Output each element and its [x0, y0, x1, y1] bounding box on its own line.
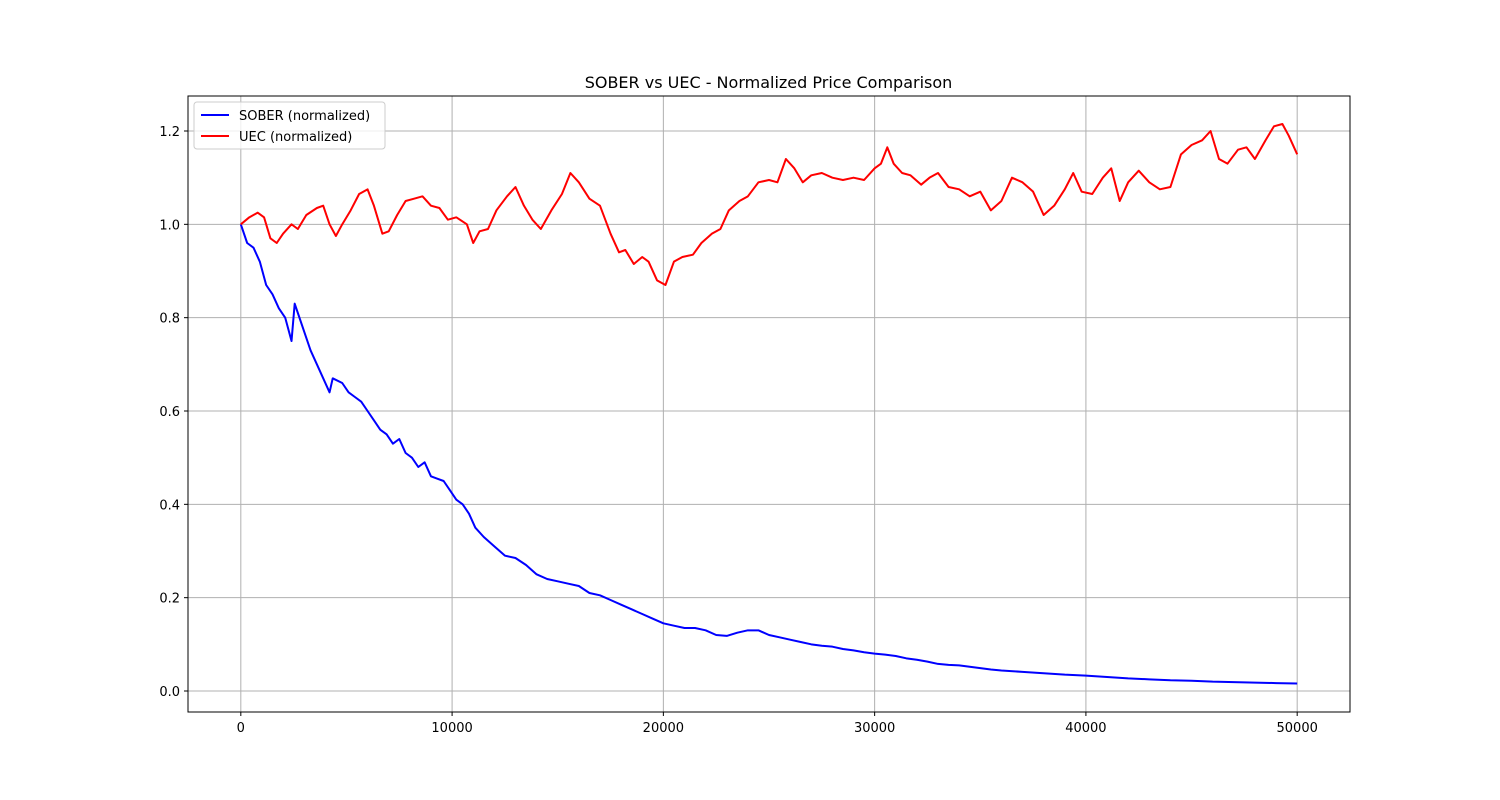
x-tick-label: 50000: [1277, 721, 1318, 736]
axes-frame: [187, 95, 1351, 713]
y-tick-label: 0.6: [159, 405, 180, 420]
y-tick-label: 0.0: [159, 685, 180, 700]
chart-title: SOBER vs UEC - Normalized Price Comparis…: [585, 73, 953, 92]
grid-lines: [188, 96, 1350, 712]
y-tick-label: 0.4: [159, 498, 180, 513]
x-axis: 0 10000 20000 30000 40000 50000: [237, 712, 1318, 736]
x-tick-label: 30000: [854, 721, 895, 736]
x-tick-label: 40000: [1065, 721, 1106, 736]
legend-label-sober: SOBER (normalized): [239, 109, 370, 124]
x-tick-label: 20000: [643, 721, 684, 736]
y-tick-label: 1.2: [159, 125, 180, 140]
y-tick-label: 0.2: [159, 592, 180, 607]
series-lines: [239, 123, 1299, 685]
legend: SOBER (normalized) UEC (normalized): [193, 101, 386, 150]
x-tick-label: 10000: [431, 721, 472, 736]
y-tick-label: 1.0: [159, 218, 180, 233]
y-axis: 0.0 0.2 0.4 0.6 0.8 1.0 1.2: [159, 125, 188, 700]
y-tick-label: 0.8: [159, 312, 180, 327]
series-line-sober: [239, 224, 1298, 685]
x-tick-label: 0: [237, 721, 245, 736]
legend-label-uec: UEC (normalized): [239, 130, 352, 145]
series-line-uec: [240, 123, 1299, 286]
legend-box: [193, 101, 386, 150]
plot-area: 0 10000 20000 30000 40000 50000 0.00.20.40.60…: [159, 95, 1351, 736]
